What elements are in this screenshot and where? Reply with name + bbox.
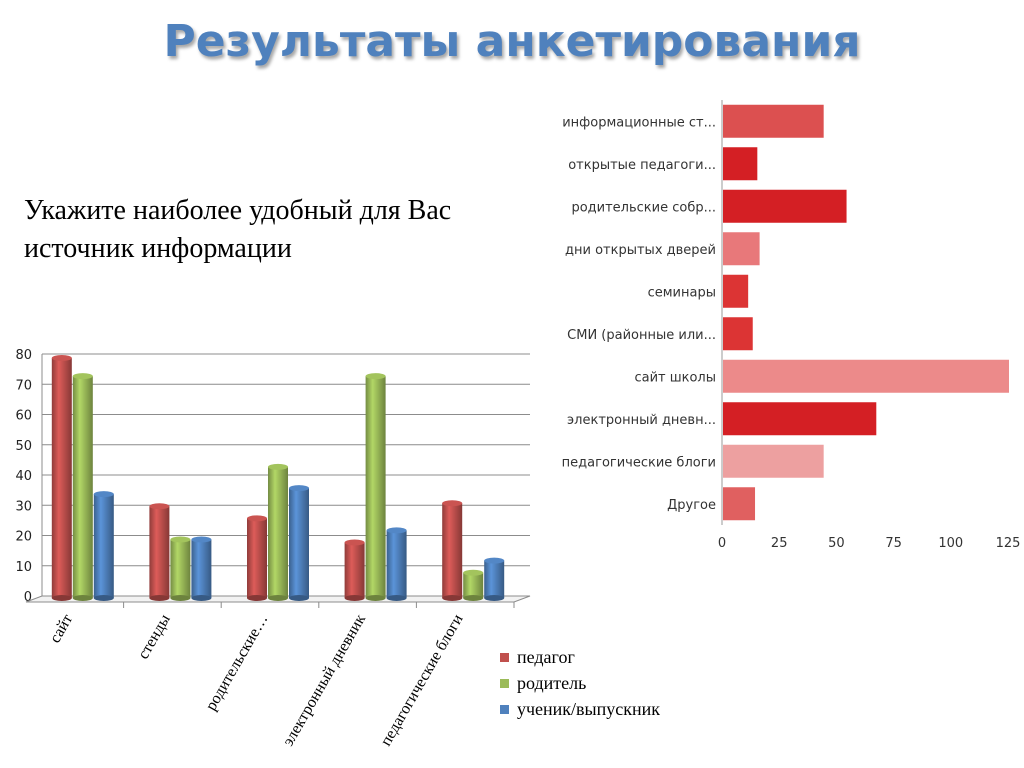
vbar-y-tick-label: 50	[15, 439, 32, 454]
legend-item-student: ученик/выпускник	[500, 696, 660, 722]
hbar-bar	[723, 274, 749, 308]
hbar-x-tick-label: 100	[938, 536, 963, 551]
hbar-bar	[723, 189, 847, 223]
hbar-x-tick-label: 125	[996, 536, 1021, 551]
vbar-bar	[149, 506, 170, 598]
vbar-category-label: стенды	[135, 611, 174, 662]
hbar-category-label: информационные ст...	[562, 115, 716, 130]
legend-swatch-student	[500, 704, 509, 714]
vbar-bar-base	[247, 595, 267, 601]
vbar-category-label: родительские…	[203, 612, 272, 714]
vertical-bar-chart: 0 10 20 30 40 50 60 70 80 сайт стенды родительские……	[15, 348, 531, 749]
vbar-bar-base	[289, 595, 309, 601]
vbar-category-label: электронный дневник	[280, 611, 369, 749]
hbar-category-label: семинары	[648, 285, 716, 300]
vbar-bar	[247, 518, 267, 598]
legend-swatch-teacher	[500, 652, 509, 662]
vbar-bar	[51, 358, 72, 598]
vbar-bar-top	[247, 515, 267, 522]
vbar-bar	[289, 488, 309, 598]
vbar-bar	[442, 503, 463, 598]
vbar-bar	[93, 494, 114, 598]
vbar-bar-top	[463, 569, 484, 576]
vbar-bar	[484, 560, 505, 598]
vbar-bar	[344, 542, 365, 598]
legend-item-parent: родитель	[500, 670, 660, 696]
vbar-bar	[170, 539, 191, 598]
vbar-bar-base	[268, 595, 288, 601]
vbar-bar	[365, 376, 386, 598]
hbar-bar	[723, 147, 758, 181]
page-title: Результаты анкетирования	[163, 16, 861, 67]
vbar-bar-top	[268, 463, 288, 470]
legend-item-teacher: педагог	[500, 644, 660, 670]
chart-legend: педагог родитель ученик/выпускник	[500, 644, 660, 722]
vbar-bar	[72, 376, 93, 598]
vbar-bar-base	[72, 595, 93, 601]
legend-swatch-parent	[500, 678, 509, 688]
hbar-category-label: СМИ (районные или...	[567, 328, 716, 343]
hbar-bar	[723, 104, 824, 138]
vbar-bar-top	[170, 536, 191, 543]
vbar-y-tick-label: 30	[15, 499, 32, 514]
hbar-category-label: сайт школы	[634, 370, 716, 385]
hbar-category-label: педагогические блоги	[562, 455, 716, 470]
legend-label-teacher: педагог	[517, 646, 575, 667]
hbar-category-label: Другое	[667, 498, 716, 513]
vbar-bar-base	[93, 595, 114, 601]
vbar-bar-top	[484, 557, 505, 564]
hbar-category-label: родительские собр...	[571, 200, 716, 215]
horizontal-bar-chart: информационные ст... открытые педагоги...…	[562, 100, 1021, 551]
vbar-bar-top	[344, 539, 365, 546]
vbar-bar-top	[149, 503, 170, 510]
vbar-y-tick-label: 20	[15, 530, 32, 545]
vbar-bar-top	[93, 491, 114, 498]
hbar-x-tick-label: 75	[885, 536, 902, 551]
hbar-bar	[723, 232, 760, 266]
vbar-bar-top	[289, 485, 309, 492]
vbar-bar	[463, 572, 484, 598]
vbar-bar-base	[170, 595, 191, 601]
hbar-x-tick-label: 0	[718, 536, 726, 551]
vbar-y-tick-label: 40	[15, 469, 32, 484]
vbar-bar-base	[191, 595, 212, 601]
vbar-category-label: педагогические блоги	[377, 611, 466, 749]
vbar-bar-base	[365, 595, 386, 601]
vbar-y-tick-label: 70	[15, 378, 32, 393]
vbar-bar-base	[484, 595, 505, 601]
vbar-bar	[386, 530, 407, 598]
vbar-bar-base	[344, 595, 365, 601]
legend-label-parent: родитель	[517, 672, 587, 693]
vbar-y-tick-label: 10	[15, 560, 32, 575]
hbar-bar	[723, 317, 753, 351]
legend-label-student: ученик/выпускник	[517, 698, 661, 719]
vbar-bar-top	[51, 355, 72, 361]
hbar-category-label: электронный дневн...	[567, 413, 716, 428]
vbar-category-label: сайт	[47, 611, 77, 645]
vbar-y-tick-label: 0	[24, 590, 32, 605]
vbar-y-tick-label: 60	[15, 409, 32, 424]
hbar-bar	[723, 487, 756, 521]
survey-question: Укажите наиболее удобный для Вас источни…	[24, 195, 452, 264]
vbar-bar	[191, 539, 212, 598]
hbar-bar	[723, 402, 877, 436]
vbar-bar-top	[365, 373, 386, 380]
vbar-bar	[268, 466, 288, 598]
hbar-category-label: открытые педагоги...	[568, 158, 716, 173]
vbar-bar-top	[442, 500, 463, 507]
hbar-category-label: дни открытых дверей	[565, 243, 716, 258]
vbar-bar-base	[442, 595, 463, 601]
vbar-bar-base	[51, 595, 72, 601]
vbar-bar-base	[463, 595, 484, 601]
vbar-bar-base	[149, 595, 170, 601]
vbar-bar-top	[72, 373, 93, 380]
vbar-bar-top	[191, 536, 212, 543]
hbar-x-tick-label: 50	[828, 536, 845, 551]
vbar-bar-base	[386, 595, 407, 601]
vbar-bar-top	[386, 527, 407, 534]
vbar-y-tick-label: 80	[15, 348, 32, 363]
hbar-bar	[723, 359, 1009, 393]
hbar-bar	[723, 444, 824, 478]
hbar-x-tick-label: 25	[771, 536, 788, 551]
